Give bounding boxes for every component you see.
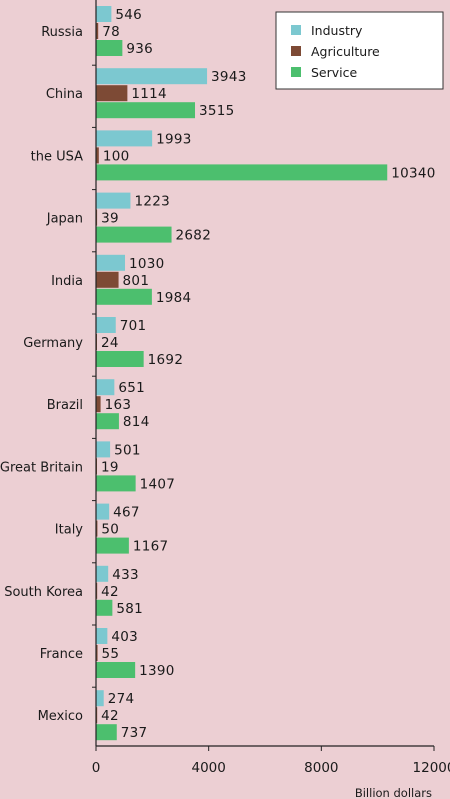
category-label: China: [46, 87, 83, 102]
legend-box: [275, 11, 444, 90]
x-tick-label: 8000: [304, 760, 338, 776]
bar-industry: [96, 130, 153, 147]
x-tick-labels: 0 4000 8000 12000: [92, 760, 450, 776]
x-tick-label: 4000: [191, 760, 225, 776]
legend-swatch: [291, 25, 301, 35]
legend-label: Agriculture: [311, 44, 380, 59]
data-label: 10340: [391, 165, 435, 181]
data-label: 433: [112, 567, 139, 583]
bar-service: [96, 662, 136, 678]
data-label: 1692: [148, 352, 184, 368]
category-label: South Korea: [4, 585, 83, 600]
bar-industry: [96, 379, 115, 396]
bar-industry: [96, 628, 108, 644]
data-label: 1114: [131, 86, 167, 102]
bar-industry: [96, 503, 110, 520]
legend-label: Industry: [311, 23, 363, 38]
bar-agriculture: [96, 396, 101, 413]
x-tick-label: 12000: [413, 760, 450, 776]
category-label: Italy: [55, 523, 84, 538]
data-label: 19: [101, 459, 119, 475]
bar-service: [96, 226, 172, 243]
bar-industry: [96, 565, 109, 582]
data-label: 1167: [133, 539, 169, 555]
data-label: 814: [123, 414, 150, 430]
data-label: 163: [105, 397, 132, 413]
bar-service: [96, 164, 388, 181]
category-label: France: [40, 647, 83, 662]
category-labels: Russia China the USA Japan India Germany Brazi…: [0, 25, 83, 724]
category-label: Germany: [23, 336, 83, 351]
x-tick-label: 0: [92, 760, 101, 776]
bars-group: [96, 6, 388, 741]
category-label: Brazil: [47, 398, 83, 413]
bar-agriculture: [96, 645, 98, 661]
bar-service: [96, 102, 196, 119]
bar-agriculture: [96, 271, 119, 288]
bar-service: [96, 475, 136, 492]
legend: Industry Agriculture Service: [275, 11, 444, 90]
data-label: 546: [115, 7, 142, 23]
data-label: 3943: [211, 69, 247, 85]
bar-industry: [96, 192, 131, 209]
category-label: Russia: [41, 25, 83, 40]
data-label: 50: [101, 522, 119, 538]
bar-service: [96, 413, 119, 430]
data-label: 100: [103, 148, 130, 164]
data-label: 1993: [156, 131, 192, 147]
bar-agriculture: [96, 23, 99, 39]
category-label: Mexico: [38, 709, 83, 724]
data-label: 1407: [140, 476, 176, 492]
data-label: 467: [113, 505, 140, 521]
bar-agriculture: [96, 147, 99, 164]
bar-industry: [96, 441, 111, 458]
data-label: 42: [101, 708, 119, 724]
data-label: 1223: [134, 194, 170, 210]
data-label: 651: [118, 380, 145, 396]
data-label: 55: [102, 646, 120, 662]
bar-industry: [96, 317, 116, 333]
data-label: 42: [101, 584, 119, 600]
data-label: 24: [101, 335, 119, 351]
bar-service: [96, 288, 152, 305]
data-label: 936: [126, 41, 153, 57]
bar-industry: [96, 254, 126, 271]
bar-industry: [96, 6, 112, 22]
data-label: 78: [102, 24, 120, 40]
data-label: 403: [111, 629, 138, 645]
data-label: 274: [108, 691, 135, 707]
legend-swatch: [291, 67, 301, 77]
bar-service: [96, 40, 123, 56]
category-label: India: [51, 274, 83, 289]
legend-swatch: [291, 46, 301, 56]
data-label: 1984: [156, 290, 192, 306]
data-label: 701: [120, 318, 147, 334]
bar-agriculture: [96, 85, 128, 102]
data-label: 581: [116, 601, 143, 617]
legend-label: Service: [311, 65, 358, 80]
bar-service: [96, 599, 113, 616]
x-axis-label: Billion dollars: [355, 786, 432, 799]
bar-service: [96, 537, 129, 554]
data-label: 501: [114, 442, 141, 458]
bar-agriculture: [96, 520, 98, 537]
axes: [92, 0, 435, 751]
data-label: 1030: [129, 256, 165, 272]
data-label: 737: [121, 725, 148, 741]
data-label: 2682: [176, 228, 212, 244]
category-label: the USA: [31, 149, 83, 164]
bar-service: [96, 724, 117, 741]
bar-industry: [96, 68, 208, 85]
data-label: 3515: [199, 103, 235, 119]
category-label: Great Britain: [0, 460, 83, 475]
bar-industry: [96, 690, 104, 707]
data-label: 39: [101, 211, 119, 227]
category-label: Japan: [46, 212, 83, 227]
bar-service: [96, 351, 144, 367]
data-label: 801: [123, 273, 150, 289]
data-label: 1390: [139, 663, 175, 679]
